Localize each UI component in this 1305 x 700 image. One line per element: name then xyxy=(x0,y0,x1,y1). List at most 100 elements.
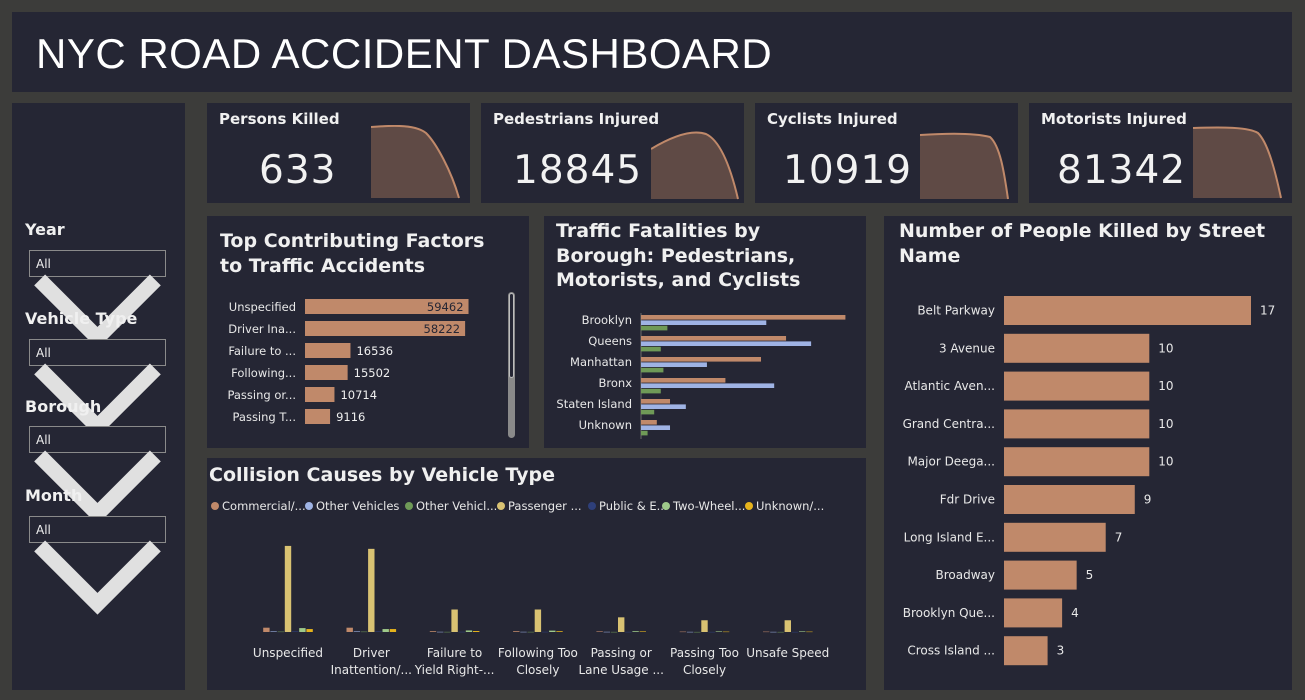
month-dropdown[interactable]: All xyxy=(29,516,166,615)
kpi-card-pedestrians-injured: Pedestrians Injured 18845 xyxy=(481,103,744,203)
chart-title: Traffic Fatalities by Borough: Pedestria… xyxy=(556,220,801,291)
bar xyxy=(722,631,730,633)
filter-label-borough: Borough xyxy=(25,397,102,416)
bar xyxy=(1004,485,1135,514)
borough-dropdown[interactable]: All xyxy=(29,426,166,525)
bar xyxy=(641,320,767,325)
category-label: Failure to xyxy=(427,646,482,660)
bar xyxy=(292,631,299,632)
bar xyxy=(556,631,563,632)
category-label: Staten Island xyxy=(556,397,632,411)
bar xyxy=(791,631,799,633)
data-label: 15502 xyxy=(354,366,391,380)
category-label: Unspecified xyxy=(253,646,323,660)
bar xyxy=(429,631,437,632)
filter-label-year: Year xyxy=(25,220,65,239)
bar xyxy=(299,628,306,632)
bar xyxy=(465,630,473,632)
bar xyxy=(603,631,610,633)
sparkline-area xyxy=(1193,126,1282,199)
bar xyxy=(1004,447,1150,477)
bar xyxy=(641,430,648,436)
data-label: 7 xyxy=(1115,530,1123,544)
bar xyxy=(641,362,707,367)
bar xyxy=(1004,296,1251,325)
category-label: Driver xyxy=(353,646,390,660)
category-label: Cross Island ... xyxy=(907,644,995,658)
kpi-value: 633 xyxy=(259,148,337,193)
bar xyxy=(641,383,775,388)
bar xyxy=(346,627,353,632)
data-label: 17 xyxy=(1260,304,1275,318)
page-title: NYC ROAD ACCIDENT DASHBOARD xyxy=(36,30,773,77)
bar xyxy=(473,631,480,632)
data-label: 58222 xyxy=(424,322,461,336)
legend-marker xyxy=(662,502,670,510)
vehicle-type-dropdown-value: All xyxy=(36,346,51,360)
category-label: Fdr Drive xyxy=(940,493,995,507)
kpi-label: Pedestrians Injured xyxy=(493,110,660,128)
kpi-value: 10919 xyxy=(783,148,913,193)
year-dropdown-value: All xyxy=(36,257,51,271)
legend-label: Other Vehicl... xyxy=(416,499,497,513)
legend-label: Two-Wheel... xyxy=(672,499,745,513)
category-label: Failure to ... xyxy=(228,344,296,358)
scrollbar-track[interactable] xyxy=(508,292,515,438)
kpi-label: Motorists Injured xyxy=(1041,110,1187,128)
bar xyxy=(1004,560,1077,590)
bar xyxy=(641,425,671,430)
vehicle-type-dropdown[interactable]: All xyxy=(29,339,166,438)
data-label: 9 xyxy=(1144,493,1152,507)
borough-dropdown-value: All xyxy=(36,433,51,447)
category-label: Brooklyn Que... xyxy=(903,606,995,620)
bar xyxy=(263,627,270,632)
bar xyxy=(305,321,466,336)
chevron-down-icon xyxy=(34,274,161,349)
category-label: Grand Centra... xyxy=(903,417,995,431)
chevron-down-icon xyxy=(34,450,161,525)
category-label: Inattention/... xyxy=(331,663,412,677)
bar xyxy=(641,357,762,362)
category-label: Long Island E... xyxy=(904,530,995,544)
bar xyxy=(618,617,625,632)
kpi-value: 18845 xyxy=(513,148,643,193)
bar xyxy=(375,631,382,632)
sparkline-area xyxy=(920,132,1009,200)
scrollbar-thumb[interactable] xyxy=(509,293,514,378)
bar xyxy=(679,631,687,633)
legend-label: Unknown/... xyxy=(756,499,824,513)
bar xyxy=(641,336,787,341)
bar xyxy=(305,299,469,314)
bar xyxy=(527,631,534,633)
chart-title: Top Contributing Factors to Traffic Acci… xyxy=(220,230,485,277)
category-label: Unsafe Speed xyxy=(746,646,829,660)
bar xyxy=(1004,371,1150,401)
bar xyxy=(641,341,812,346)
bar xyxy=(641,315,846,320)
category-label: Following... xyxy=(231,366,296,380)
bar xyxy=(305,409,331,424)
bar xyxy=(777,631,784,633)
bar xyxy=(534,609,542,632)
category-label: Unknown xyxy=(579,418,632,432)
legend-marker xyxy=(305,502,313,510)
bar xyxy=(641,388,661,394)
bar xyxy=(444,631,451,633)
category-label: Manhattan xyxy=(570,355,632,369)
data-label: 16536 xyxy=(356,344,393,358)
data-label: 10 xyxy=(1158,455,1173,469)
data-label: 5 xyxy=(1086,568,1094,582)
category-label: Unspecified xyxy=(229,300,296,314)
bar xyxy=(632,631,639,632)
bar xyxy=(541,631,549,633)
category-label: Atlantic Aven... xyxy=(905,379,996,393)
bar xyxy=(513,631,520,632)
streets-chart-panel: Number of People Killed by Street Name B… xyxy=(884,216,1292,690)
bar xyxy=(389,629,397,632)
kpi-card-motorists-injured: Motorists Injured 81342 xyxy=(1029,103,1292,203)
category-label: Closely xyxy=(683,663,726,677)
year-dropdown[interactable]: All xyxy=(29,250,166,349)
bar xyxy=(360,631,368,633)
category-label: Queens xyxy=(588,334,632,348)
vehicles-chart-panel: Collision Causes by Vehicle Type Commerc… xyxy=(207,458,866,690)
